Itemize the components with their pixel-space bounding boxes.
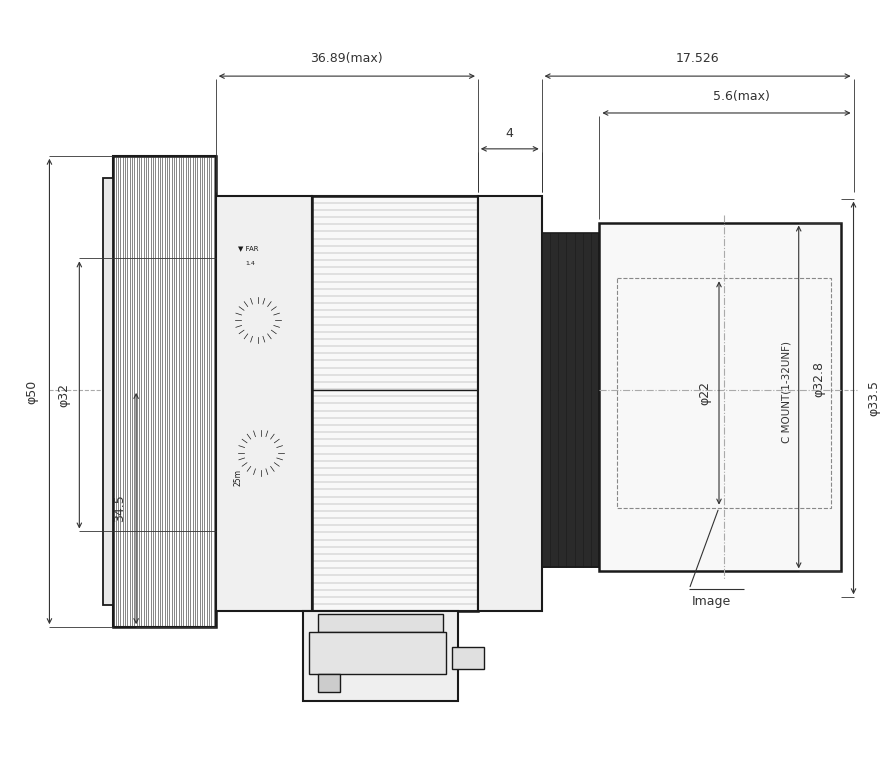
Text: φ50: φ50 bbox=[25, 379, 38, 404]
Bar bbox=[318, 614, 443, 632]
Circle shape bbox=[505, 497, 515, 506]
Text: 17.526: 17.526 bbox=[676, 52, 719, 65]
Bar bbox=[574, 233, 583, 568]
Bar bbox=[309, 632, 446, 674]
Bar bbox=[541, 233, 599, 568]
Bar bbox=[583, 233, 591, 568]
Bar bbox=[302, 611, 458, 701]
Bar bbox=[216, 196, 312, 611]
Bar bbox=[113, 156, 216, 627]
Bar bbox=[103, 177, 113, 605]
Text: φ32: φ32 bbox=[57, 383, 70, 407]
Bar bbox=[452, 647, 483, 669]
Text: 25m: 25m bbox=[234, 469, 243, 486]
Bar bbox=[541, 233, 549, 568]
Bar bbox=[318, 674, 341, 692]
Bar bbox=[566, 233, 574, 568]
Text: 1.4: 1.4 bbox=[246, 261, 256, 266]
Text: φ33.5: φ33.5 bbox=[867, 380, 880, 416]
Text: ▼ FAR: ▼ FAR bbox=[238, 246, 259, 252]
Text: 36.89(max): 36.89(max) bbox=[310, 52, 384, 65]
Text: Image: Image bbox=[692, 594, 731, 607]
Circle shape bbox=[505, 209, 515, 218]
Text: 34.5: 34.5 bbox=[112, 495, 126, 522]
Bar bbox=[312, 196, 478, 611]
Bar bbox=[591, 233, 599, 568]
Text: 4: 4 bbox=[506, 127, 514, 140]
Bar bbox=[558, 233, 566, 568]
Bar bbox=[617, 278, 830, 507]
Bar bbox=[478, 196, 541, 611]
Text: φ32.8: φ32.8 bbox=[812, 361, 825, 397]
Bar bbox=[549, 233, 558, 568]
Circle shape bbox=[371, 683, 376, 687]
Circle shape bbox=[301, 493, 310, 502]
Circle shape bbox=[301, 206, 310, 215]
Bar bbox=[312, 196, 478, 611]
Circle shape bbox=[346, 683, 351, 687]
Text: 5.6(max): 5.6(max) bbox=[713, 90, 770, 103]
Text: φ22: φ22 bbox=[698, 381, 712, 405]
Bar bbox=[599, 223, 840, 571]
Text: C MOUNT(1-32UNF): C MOUNT(1-32UNF) bbox=[781, 341, 792, 443]
Bar bbox=[113, 156, 216, 627]
